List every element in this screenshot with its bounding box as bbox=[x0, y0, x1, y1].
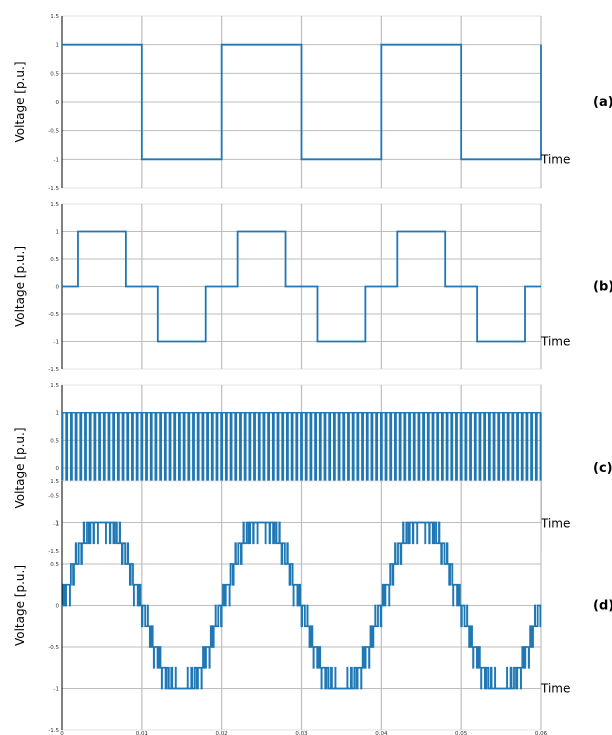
y-tick-label: 1.5 bbox=[50, 479, 59, 485]
y-axis-label: Voltage [p.u.] bbox=[13, 61, 27, 142]
y-tick-label: 1 bbox=[56, 521, 60, 527]
x-tick-label: 0 bbox=[60, 731, 64, 735]
panel-label: (a) bbox=[593, 95, 612, 110]
y-tick-label: 1.5 bbox=[50, 14, 59, 20]
y-tick-label: -0.5 bbox=[48, 129, 59, 135]
x-tick-label: 0.05 bbox=[455, 731, 468, 735]
x-axis-label: Time bbox=[540, 335, 570, 349]
x-axis-label: Time bbox=[540, 152, 570, 166]
panel-a: 1.5 1 0.5 0 -0.5 -1 -1.5 Voltage [p.u.] Time (a) bbox=[13, 14, 612, 192]
y-tick-label: -1.5 bbox=[48, 549, 59, 555]
panel-d: 1.5 1 0.5 0 -0.5 -1 -1.5 Voltage [p.u.] Time (d) 0… bbox=[13, 479, 612, 735]
y-tick-label: -1.5 bbox=[48, 367, 59, 373]
y-tick-label: 0 bbox=[56, 100, 60, 106]
y-tick-label: 0 bbox=[56, 604, 60, 610]
y-tick-label: -1.5 bbox=[48, 728, 59, 734]
y-tick-label: 1 bbox=[56, 411, 60, 417]
x-axis-label: Time bbox=[540, 516, 570, 530]
y-tick-label: 0.5 bbox=[50, 438, 59, 444]
y-tick-label: -1 bbox=[54, 687, 59, 693]
y-tick-label: 0.5 bbox=[50, 257, 59, 263]
x-tick-label: 0.01 bbox=[136, 731, 148, 735]
y-axis-label: Voltage [p.u.] bbox=[13, 246, 27, 327]
y-tick-label: 0.5 bbox=[50, 562, 59, 568]
y-tick-label: -0.5 bbox=[48, 312, 59, 318]
panel-b: 1.5 1 0.5 0 -0.5 -1 -1.5 Voltage [p.u.] Time (b) bbox=[13, 202, 612, 373]
y-tick-label: -0.5 bbox=[48, 494, 59, 500]
y-tick-label: -1 bbox=[54, 340, 59, 346]
y-tick-label: 0.5 bbox=[50, 71, 59, 77]
y-tick-label: -0.5 bbox=[48, 645, 59, 651]
x-tick-label: 0.02 bbox=[216, 731, 228, 735]
panel-label: (d) bbox=[593, 599, 612, 614]
waveform-trace bbox=[62, 521, 542, 690]
y-tick-label: -1.5 bbox=[48, 186, 59, 192]
panel-label: (b) bbox=[593, 280, 612, 295]
y-tick-label: -1 bbox=[54, 157, 59, 163]
y-tick-label: 1 bbox=[56, 230, 60, 236]
waveform-trace bbox=[62, 230, 541, 343]
x-tick-label: 0.03 bbox=[295, 731, 308, 735]
y-axis-label: Voltage [p.u.] bbox=[13, 427, 27, 508]
y-tick-label: 0 bbox=[56, 285, 60, 291]
waveform-trace bbox=[62, 43, 542, 161]
x-tick-label: 0.06 bbox=[535, 731, 548, 735]
y-tick-label: 0 bbox=[56, 466, 60, 472]
y-tick-label: -1 bbox=[54, 521, 59, 527]
x-axis-label: Time bbox=[540, 682, 570, 696]
y-tick-label: 1 bbox=[56, 43, 60, 49]
x-tick-label: 0.04 bbox=[375, 731, 388, 735]
panel-label: (c) bbox=[593, 461, 612, 476]
y-tick-label: 1.5 bbox=[50, 383, 59, 389]
y-tick-label: 1.5 bbox=[50, 202, 59, 208]
y-axis-label: Voltage [p.u.] bbox=[13, 565, 27, 646]
